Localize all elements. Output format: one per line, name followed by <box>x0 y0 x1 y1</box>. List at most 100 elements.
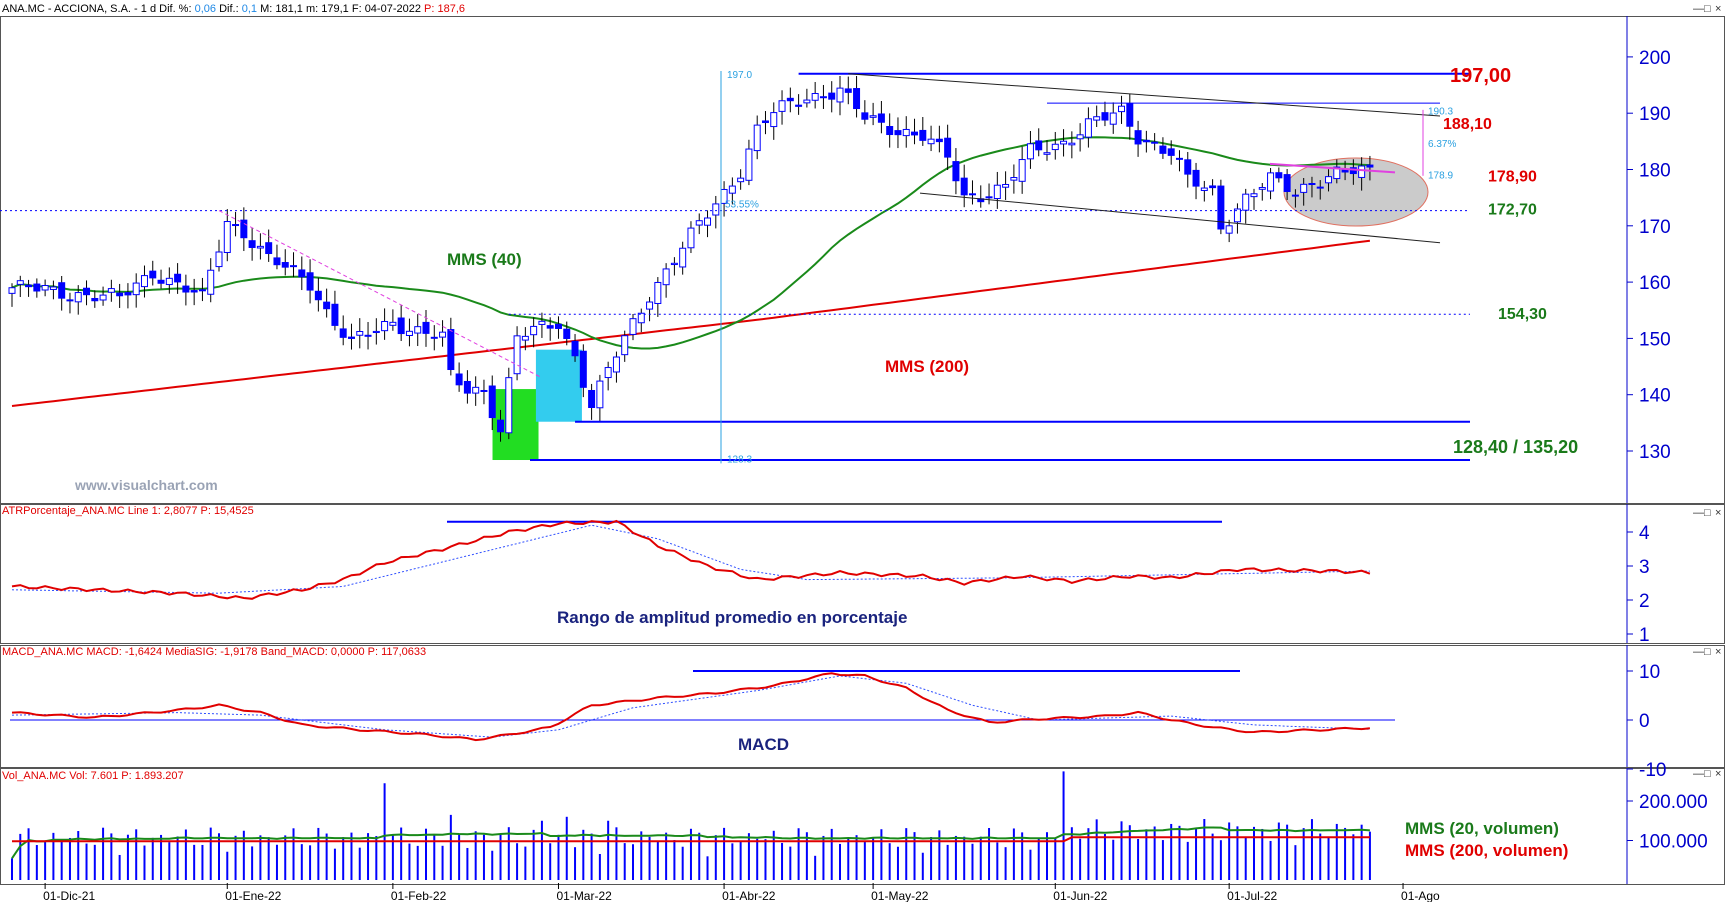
candle <box>1200 180 1208 202</box>
candle-body <box>877 113 885 123</box>
candle <box>993 171 1001 209</box>
price-tick-label-140: 140 <box>1639 386 1671 407</box>
candle-body <box>811 93 819 101</box>
candle-body <box>1333 166 1341 180</box>
window-button-macd-2: × <box>1715 646 1721 658</box>
candle <box>1068 131 1076 159</box>
candle <box>1018 146 1026 194</box>
candle <box>480 379 488 405</box>
candle-body <box>207 269 215 295</box>
date-label-8: 01-Ago <box>1401 889 1440 902</box>
measure-bottom: 128.3 <box>727 455 752 466</box>
candle-body <box>728 185 736 194</box>
candle-body <box>182 285 190 293</box>
candle <box>16 275 24 298</box>
candle <box>265 229 273 262</box>
atr-tick-label-2: 2 <box>1639 591 1650 612</box>
candle-body <box>1142 139 1150 143</box>
candle <box>1333 159 1341 184</box>
candle-body <box>1051 143 1059 151</box>
candle <box>223 209 231 262</box>
candle-body <box>1018 159 1026 182</box>
date-label-2: 01-Feb-22 <box>391 889 447 902</box>
macd-tick-label-0: 0 <box>1639 711 1650 732</box>
candle-body <box>124 292 132 296</box>
channel-lower <box>919 192 1441 244</box>
candle-body <box>290 265 298 268</box>
candle <box>960 164 968 208</box>
candle-body <box>1109 112 1117 125</box>
candle-body <box>968 193 976 196</box>
price-tick-label-180: 180 <box>1639 161 1671 182</box>
candle-body <box>836 87 844 103</box>
candle-body <box>621 335 629 356</box>
candle <box>472 376 480 406</box>
candle-body <box>1184 159 1192 175</box>
candle-body <box>331 303 339 326</box>
candle-body <box>737 177 745 183</box>
candle-body <box>281 262 289 268</box>
candle <box>530 317 538 348</box>
candle <box>1316 180 1324 200</box>
candle-body <box>1217 185 1225 230</box>
candle-body <box>1275 172 1283 179</box>
candle-body <box>1167 148 1175 156</box>
date-label-0: 01-Dic-21 <box>43 889 95 902</box>
candle <box>646 296 654 322</box>
candle <box>911 118 919 145</box>
candle <box>1076 123 1084 152</box>
window-button-macd-0: — <box>1693 646 1704 658</box>
atr-title: ATRPorcentaje_ANA.MC Line 1: 2,8077 P: 1… <box>2 505 254 517</box>
candle <box>1167 140 1175 165</box>
candle-body <box>819 96 827 99</box>
candle-body <box>902 128 910 137</box>
candle-body <box>869 115 877 118</box>
candle <box>323 288 331 318</box>
candle <box>679 241 687 275</box>
volume-title: Vol_ANA.MC Vol: 7.601 P: 1.893.207 <box>2 770 184 782</box>
candle-body <box>1308 183 1316 186</box>
candle <box>58 275 66 311</box>
candle-body <box>232 224 240 227</box>
candle-body <box>116 292 124 297</box>
candle <box>894 117 902 149</box>
candle <box>1225 219 1233 243</box>
candle-body <box>422 321 430 334</box>
macd-tick-label-10: 10 <box>1639 662 1660 683</box>
candle-body <box>604 367 612 379</box>
candle-body <box>1325 176 1333 184</box>
candle-body <box>985 196 993 199</box>
trend-magenta <box>1269 162 1396 174</box>
candle <box>356 318 364 349</box>
candle-body <box>1267 172 1275 192</box>
candle-body <box>670 262 678 266</box>
candle-body <box>1250 193 1258 198</box>
candle-body <box>1093 116 1101 121</box>
candle <box>546 317 554 341</box>
candle <box>538 312 546 338</box>
candle-body <box>66 299 74 302</box>
candle <box>91 290 99 308</box>
candle <box>1142 130 1150 153</box>
candle <box>107 279 115 302</box>
candle-body <box>1258 187 1266 190</box>
candle <box>662 263 670 298</box>
candle <box>207 258 215 303</box>
candle-body <box>1126 103 1134 127</box>
window-button-price-1: □ <box>1704 3 1711 15</box>
candle-body <box>1035 140 1043 151</box>
candle-body <box>190 290 198 293</box>
candle-body <box>927 138 935 145</box>
candle <box>1060 129 1068 157</box>
date-label-1: 01-Ene-22 <box>225 889 281 902</box>
candle-body <box>1242 193 1250 211</box>
candle-body <box>795 104 803 107</box>
candle <box>174 263 182 294</box>
candle <box>132 273 140 308</box>
candle <box>290 252 298 278</box>
candle-body <box>695 220 703 226</box>
candle <box>861 100 869 125</box>
candle-body <box>74 292 82 303</box>
candle-body <box>753 124 761 152</box>
level-label-18810: 188,10 <box>1443 116 1492 133</box>
